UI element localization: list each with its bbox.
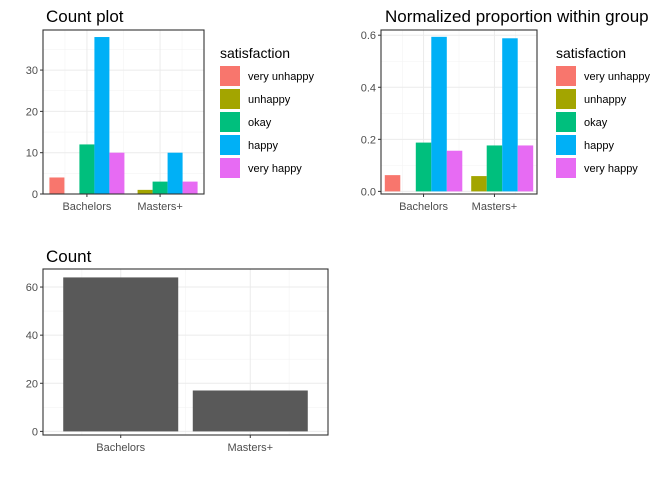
legend-swatch: [220, 89, 240, 109]
x-tick-label: Masters+: [227, 442, 273, 454]
bar-very-happy-bachelors: [109, 152, 125, 194]
bar-okay-masters: [152, 181, 168, 194]
chart-panel-2: 0.0 0.2 0.4 0.6 Bachelors Masters+ Normalized …: [361, 7, 651, 213]
legend-swatch: [220, 112, 240, 132]
bar-very-happy-masters: [182, 181, 198, 194]
bar-very-happy-masters: [517, 145, 534, 192]
y-tick-label: 20: [26, 378, 38, 390]
legend-swatch: [220, 66, 240, 86]
bar-masters: [192, 390, 308, 432]
bar-unhappy-masters: [137, 189, 153, 194]
bars: [63, 277, 308, 432]
y-tick-label: 0.4: [361, 82, 376, 94]
legend-label: very happy: [248, 163, 302, 175]
bar-happy-bachelors: [431, 36, 447, 192]
y-tick-label: 10: [26, 148, 38, 160]
panel-border: [42, 268, 329, 436]
bar-okay-bachelors: [79, 144, 95, 194]
legend-label: very unhappy: [584, 71, 651, 83]
bar-happy-masters: [167, 152, 183, 194]
y-tick-label: 0.0: [361, 186, 376, 198]
y-tick-label: 0: [32, 426, 38, 438]
legend-swatch: [556, 66, 576, 86]
panel-border: [380, 29, 538, 195]
x-tick-label: Bachelors: [62, 201, 111, 213]
bar-very-happy-bachelors: [446, 150, 463, 192]
y-tick-label: 0.2: [361, 134, 376, 146]
y-tick-label: 20: [26, 106, 38, 118]
bars: [49, 37, 198, 194]
bar-unhappy-masters: [471, 176, 487, 192]
chart-title: Count plot: [46, 7, 124, 26]
y-tick-label: 0.6: [361, 30, 376, 42]
y-tick-label: 60: [26, 282, 38, 294]
legend-label: okay: [584, 117, 608, 129]
x-tick-label: Masters+: [472, 201, 518, 213]
chart-panel-3: 0 20 40 60 Bachelors Masters+ Count: [26, 247, 329, 454]
chart-title: Normalized proportion within group: [385, 7, 649, 26]
legend-label: unhappy: [584, 94, 627, 106]
x-tick-label: Bachelors: [399, 201, 448, 213]
legend-swatch: [556, 112, 576, 132]
y-tick-label: 0: [32, 189, 38, 201]
legend-label: okay: [248, 117, 272, 129]
x-tick-label: Masters+: [137, 201, 183, 213]
legend-swatch: [220, 158, 240, 178]
chart-panel-1: 0 10 20 30 Bachelors Masters+ Count plot satisf…: [26, 7, 315, 213]
legend-label: very unhappy: [248, 71, 315, 83]
bar-happy-masters: [502, 38, 518, 192]
legend-title: satisfaction: [220, 45, 290, 61]
legend: satisfaction very unhappy unhappy okay happy…: [556, 45, 651, 178]
y-tick-label: 40: [26, 330, 38, 342]
bar-bachelors: [63, 277, 179, 432]
bar-happy-bachelors: [94, 37, 110, 194]
legend-label: happy: [248, 140, 278, 152]
legend-swatch: [220, 135, 240, 155]
legend-label: unhappy: [248, 94, 291, 106]
bar-very-unhappy-bachelors: [49, 177, 65, 194]
x-tick-label: Bachelors: [96, 442, 145, 454]
panel-border: [42, 29, 205, 195]
legend-swatch: [556, 135, 576, 155]
y-tick-label: 30: [26, 65, 38, 77]
chart-title: Count: [46, 247, 92, 266]
bars: [384, 36, 534, 192]
legend: satisfaction very unhappy unhappy okay happy…: [220, 45, 315, 178]
legend-label: very happy: [584, 163, 638, 175]
legend-label: happy: [584, 140, 614, 152]
bar-very-unhappy-bachelors: [384, 175, 401, 192]
legend-swatch: [556, 158, 576, 178]
legend-title: satisfaction: [556, 45, 626, 61]
bar-okay-masters: [486, 145, 503, 192]
bar-okay-bachelors: [415, 142, 432, 192]
legend-swatch: [556, 89, 576, 109]
